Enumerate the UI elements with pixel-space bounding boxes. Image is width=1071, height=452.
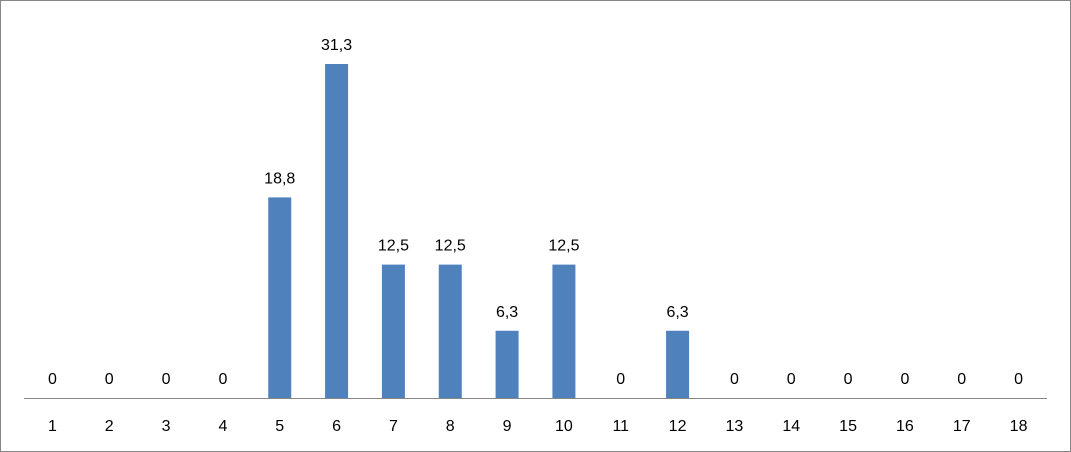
data-label-11: 0 — [616, 371, 625, 388]
data-label-16: 0 — [900, 371, 909, 388]
x-tick-label-17: 17 — [953, 418, 971, 435]
data-label-4: 0 — [218, 371, 227, 388]
data-labels-group: 0 0 0 0 18,8 31,3 12,5 12,5 6,3 12,5 0 6,3 0 0 0 0 0 0 — [48, 37, 1023, 388]
data-label-5: 18,8 — [264, 170, 295, 187]
x-tick-label-1: 1 — [48, 418, 57, 435]
x-tick-label-13: 13 — [726, 418, 744, 435]
x-tick-label-8: 8 — [446, 418, 455, 435]
bar-9 — [495, 330, 519, 398]
data-label-1: 0 — [48, 371, 57, 388]
data-label-2: 0 — [105, 371, 114, 388]
x-tick-labels-group: 1 2 3 4 5 6 7 8 9 10 11 12 13 14 15 16 17 18 — [48, 418, 1028, 435]
data-label-7: 12,5 — [378, 238, 409, 255]
bar-10 — [552, 264, 576, 398]
data-label-3: 0 — [162, 371, 171, 388]
data-label-9: 6,3 — [496, 304, 518, 321]
bar-6 — [325, 64, 349, 398]
x-tick-label-9: 9 — [503, 418, 512, 435]
x-tick-label-11: 11 — [612, 418, 629, 435]
data-label-12: 6,3 — [666, 304, 688, 321]
x-tick-label-6: 6 — [332, 418, 341, 435]
x-tick-label-4: 4 — [218, 418, 227, 435]
x-tick-label-16: 16 — [896, 418, 914, 435]
bar-8 — [438, 264, 462, 398]
data-label-13: 0 — [730, 371, 739, 388]
x-tick-label-3: 3 — [162, 418, 171, 435]
data-label-18: 0 — [1014, 371, 1023, 388]
data-label-6: 31,3 — [321, 37, 352, 54]
x-tick-label-10: 10 — [555, 418, 573, 435]
bars-group — [268, 64, 690, 398]
data-label-10: 12,5 — [548, 238, 579, 255]
data-label-15: 0 — [844, 371, 853, 388]
x-tick-label-12: 12 — [669, 418, 687, 435]
bar-12 — [666, 330, 690, 398]
bar-5 — [268, 197, 292, 398]
x-tick-label-5: 5 — [275, 418, 284, 435]
x-tick-label-7: 7 — [389, 418, 398, 435]
x-tick-label-18: 18 — [1010, 418, 1028, 435]
x-tick-label-14: 14 — [782, 418, 800, 435]
data-label-14: 0 — [787, 371, 796, 388]
data-label-17: 0 — [957, 371, 966, 388]
x-tick-label-2: 2 — [105, 418, 114, 435]
x-tick-label-15: 15 — [839, 418, 857, 435]
bar-7 — [381, 264, 405, 398]
data-label-8: 12,5 — [435, 238, 466, 255]
